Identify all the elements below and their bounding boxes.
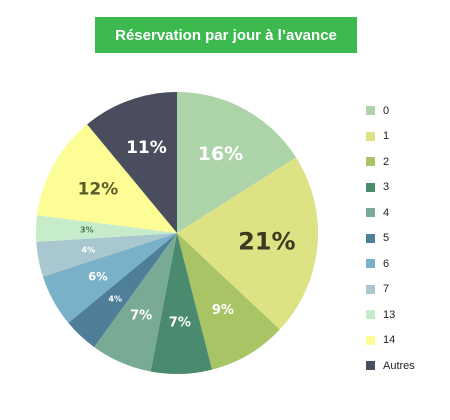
pie-label-14: 12% <box>78 180 119 200</box>
legend-label: 4 <box>383 206 390 219</box>
pie-slice-autres <box>87 92 177 233</box>
pie-slice-7 <box>36 233 178 277</box>
pie-label-6: 6% <box>88 269 108 283</box>
pie-slice-3 <box>150 233 213 374</box>
pie-label-3: 7% <box>169 316 191 331</box>
pie-slice-5 <box>68 233 177 348</box>
chart-title: Réservation par jour à l’avance <box>95 17 357 53</box>
pie-slice-6 <box>42 233 177 323</box>
legend-label: 7 <box>383 283 390 296</box>
legend-swatch <box>366 106 375 116</box>
legend-label: 14 <box>383 334 396 347</box>
legend-item-7: 7 <box>366 277 415 303</box>
legend-item-1: 1 <box>366 124 415 150</box>
legend-item-4: 4 <box>366 200 415 226</box>
legend-label: 13 <box>383 308 396 321</box>
legend-item-0: 0 <box>366 98 415 124</box>
legend-swatch <box>366 361 375 371</box>
legend-item-14: 14 <box>366 328 415 354</box>
legend-label: 1 <box>383 130 390 143</box>
pie-label-1: 21% <box>238 227 295 255</box>
legend-swatch <box>366 233 375 243</box>
legend-swatch <box>366 131 375 141</box>
chart-legend: 0 1 2 3 4 5 6 7 13 14 Autres <box>366 98 415 379</box>
legend-swatch <box>366 259 375 269</box>
pie-label-0: 16% <box>198 143 243 165</box>
pie-label-2: 9% <box>212 303 234 318</box>
legend-swatch <box>366 157 375 167</box>
legend-label: 0 <box>383 104 390 117</box>
pie-slice-13 <box>35 215 177 242</box>
pie-label-7: 4% <box>82 245 96 254</box>
legend-item-13: 13 <box>366 302 415 328</box>
pie-slice-4 <box>94 233 177 372</box>
pie-label-13: 3% <box>80 226 94 235</box>
pie-slice-14 <box>37 124 177 233</box>
legend-item-6: 6 <box>366 251 415 277</box>
pie-label-4: 7% <box>130 308 152 323</box>
legend-swatch <box>366 335 375 345</box>
legend-swatch <box>366 310 375 320</box>
pie-label-autres: 11% <box>126 138 167 158</box>
pie-slice-0 <box>177 92 297 233</box>
legend-item-5: 5 <box>366 226 415 252</box>
legend-item-2: 2 <box>366 149 415 175</box>
legend-label: 6 <box>383 257 390 270</box>
legend-swatch <box>366 182 375 192</box>
legend-label: 2 <box>383 155 390 168</box>
pie-label-5: 4% <box>108 294 122 303</box>
legend-label: 3 <box>383 181 390 194</box>
legend-item-3: 3 <box>366 175 415 201</box>
legend-item-autres: Autres <box>366 353 415 379</box>
pie-slice-2 <box>177 233 280 370</box>
legend-swatch <box>366 284 375 294</box>
pie-slice-1 <box>177 157 318 330</box>
legend-label: Autres <box>383 359 415 372</box>
legend-swatch <box>366 208 375 218</box>
legend-label: 5 <box>383 232 390 245</box>
